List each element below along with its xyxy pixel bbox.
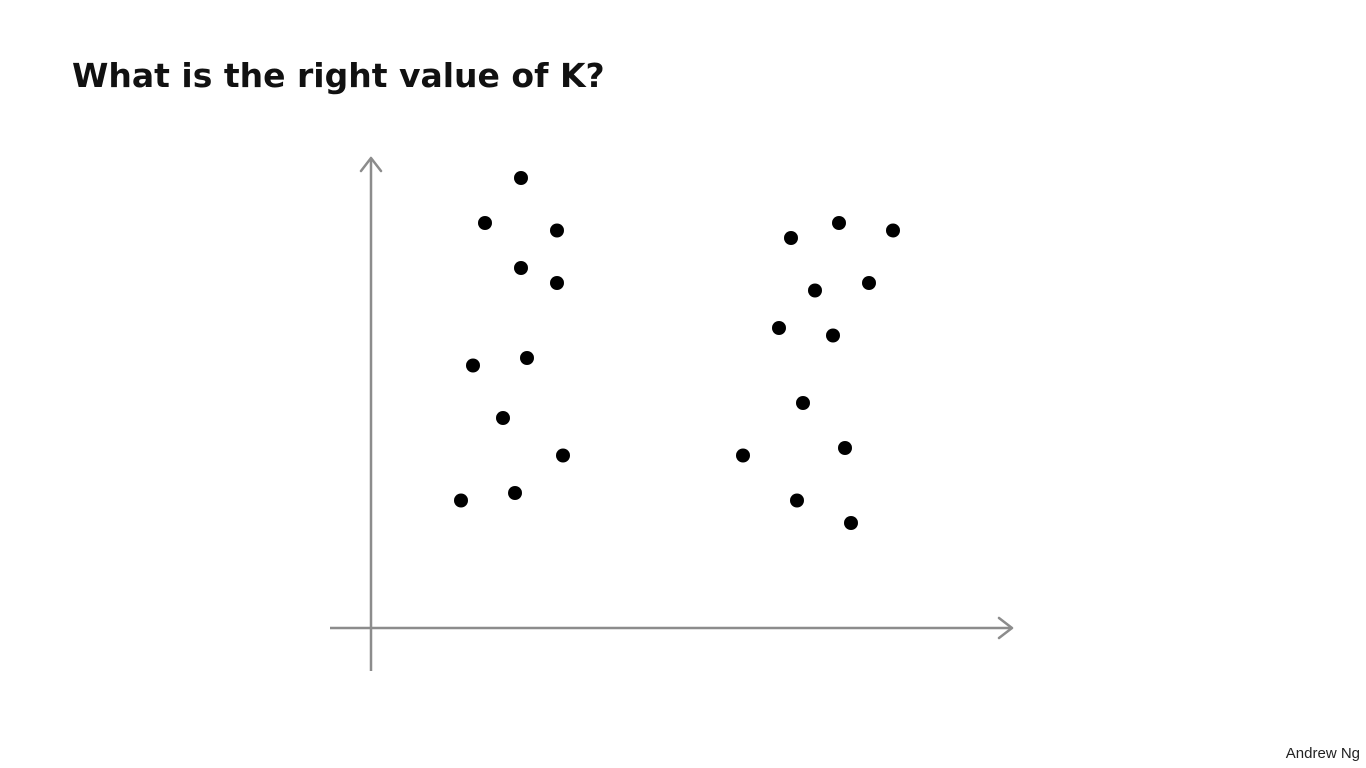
data-point [784,231,798,245]
data-point [808,283,822,298]
data-point [514,171,528,185]
author-credit: Andrew Ng [1285,745,1360,762]
data-point [496,411,510,425]
y-axis-arrowhead [359,156,383,173]
data-point [508,486,522,500]
data-point [772,321,786,335]
data-point [838,441,852,455]
data-point [466,358,480,373]
data-point [832,216,846,230]
data-point [886,223,900,238]
data-point [514,261,528,275]
data-point [790,493,804,508]
x-axis-arrowhead [997,616,1014,640]
data-point [454,493,468,508]
slide-title: What is the right value of K? [72,56,605,95]
data-point [550,223,564,238]
data-point [826,328,840,343]
data-point [556,448,570,463]
data-point [550,276,564,290]
data-point [796,396,810,410]
data-point [844,516,858,530]
data-point [520,351,534,365]
data-point [862,276,876,290]
axes [330,156,1014,671]
data-points [454,171,900,530]
data-point [736,448,750,463]
data-point [478,216,492,230]
